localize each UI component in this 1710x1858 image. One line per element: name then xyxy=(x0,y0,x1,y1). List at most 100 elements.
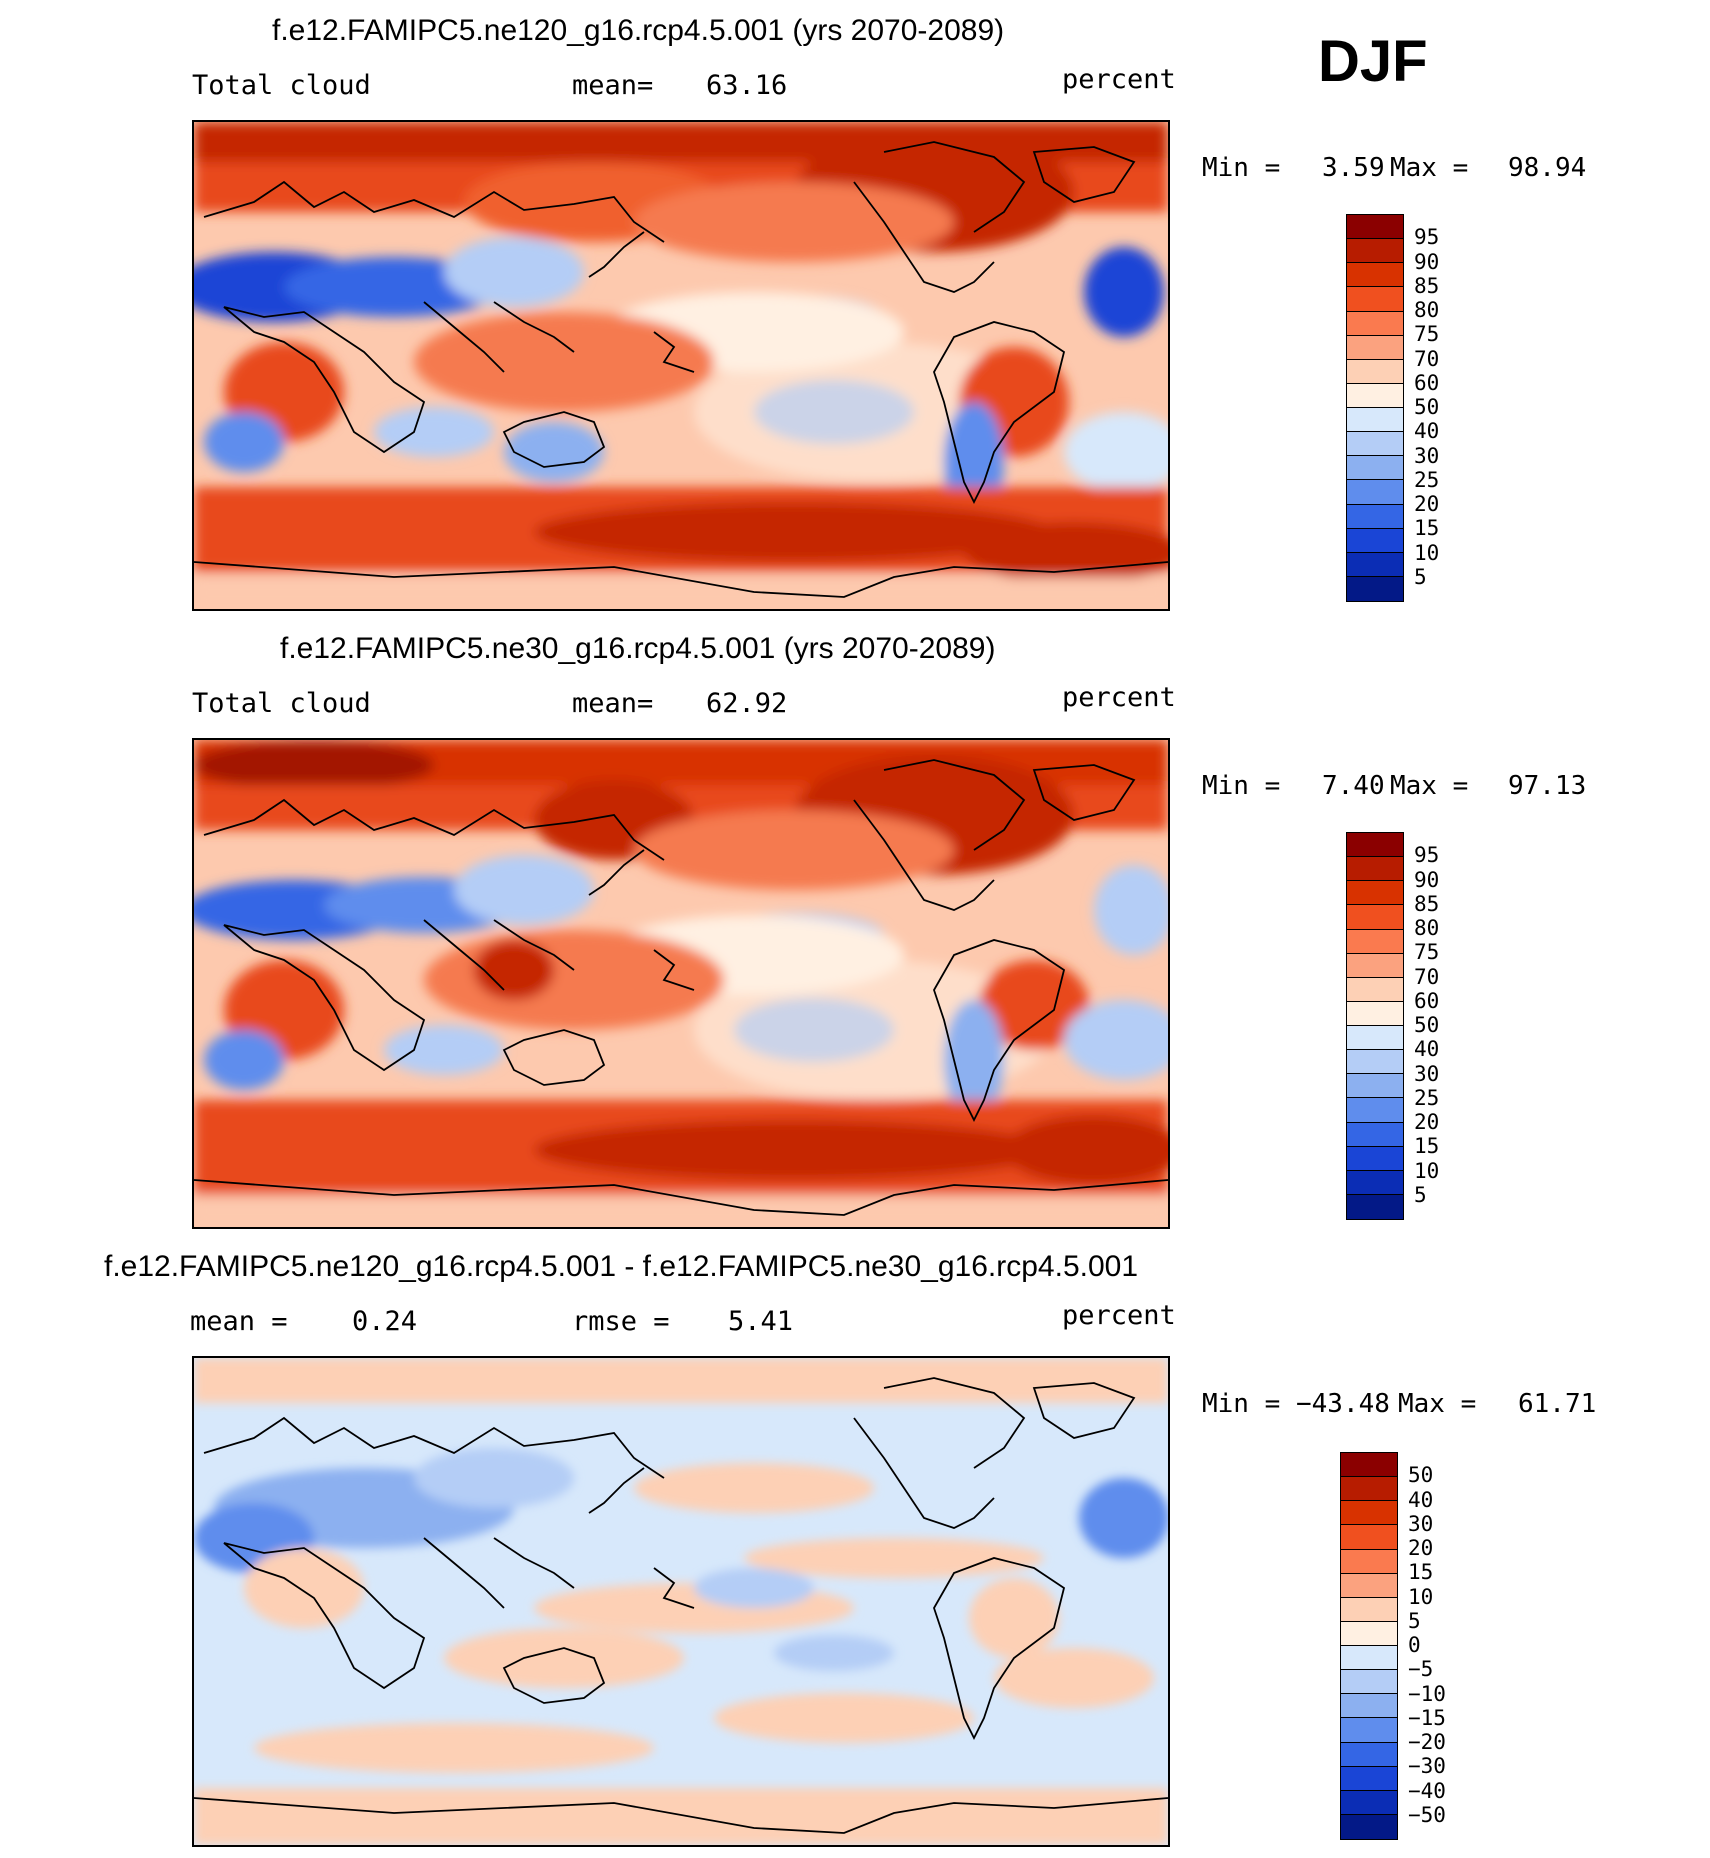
colorbar-level-label: 50 xyxy=(1414,1013,1440,1037)
panel1-colorbar-labels: 95 90 85 80 75 70 60 50 40 30 25 20 15 10 5 xyxy=(1414,214,1474,602)
colorbar-level-label: 70 xyxy=(1414,346,1440,371)
panel1-mean-label: mean= xyxy=(572,70,654,101)
colorbar-swatch xyxy=(1347,881,1403,906)
colorbar-swatch xyxy=(1347,1194,1403,1219)
colorbar-level-label: −30 xyxy=(1408,1754,1446,1779)
colorbar-level-label: 10 xyxy=(1414,540,1440,565)
colorbar-swatch xyxy=(1347,215,1403,240)
colorbar-swatch xyxy=(1347,432,1403,457)
panel2-variable-label: Total cloud xyxy=(192,688,371,719)
panel1-map xyxy=(192,120,1170,611)
colorbar-swatch xyxy=(1341,1597,1397,1622)
colorbar-swatch xyxy=(1341,1501,1397,1526)
colorbar-level-label: 40 xyxy=(1414,1037,1440,1062)
colorbar-swatch xyxy=(1347,287,1403,312)
colorbar-swatch xyxy=(1341,1742,1397,1767)
colorbar-level-label: 85 xyxy=(1414,891,1440,916)
colorbar-level-label: 50 xyxy=(1414,395,1440,419)
colorbar-swatch xyxy=(1347,1050,1403,1075)
colorbar-level-label: 90 xyxy=(1414,249,1440,274)
colorbar-level-label: 75 xyxy=(1414,322,1440,347)
colorbar-swatch xyxy=(1347,528,1403,553)
colorbar-level-label: −15 xyxy=(1408,1705,1446,1730)
colorbar-swatch xyxy=(1341,1814,1397,1839)
panel2-max-label: Max = xyxy=(1390,771,1469,801)
panel3-max-value: 61.71 xyxy=(1518,1389,1597,1419)
colorbar-level-label: 15 xyxy=(1414,1134,1440,1159)
colorbar-level-label: 5 xyxy=(1414,1182,1427,1207)
colorbar-level-label: −5 xyxy=(1408,1657,1434,1682)
panel3-rmse-label: rmse = xyxy=(572,1306,670,1337)
season-label: DJF xyxy=(1318,29,1428,94)
panel2-map-svg xyxy=(194,740,1168,1227)
colorbar-swatch xyxy=(1341,1790,1397,1815)
colorbar-level-label: −40 xyxy=(1408,1778,1446,1803)
colorbar-swatch xyxy=(1347,929,1403,954)
colorbar-swatch xyxy=(1341,1525,1397,1550)
colorbar-swatch xyxy=(1341,1621,1397,1646)
colorbar-level-label: 30 xyxy=(1414,1061,1440,1086)
colorbar-swatch xyxy=(1347,239,1403,264)
colorbar-level-label: 5 xyxy=(1414,564,1427,589)
colorbar-level-label: 20 xyxy=(1414,492,1440,516)
colorbar-swatch xyxy=(1347,1001,1403,1026)
colorbar-level-label: 60 xyxy=(1414,370,1440,395)
panel3-colorbar-labels: 50 40 30 20 15 10 5 0 −5 −10 −15 −20 −30 −40 −50 xyxy=(1408,1452,1478,1840)
colorbar-level-label: 40 xyxy=(1408,1487,1434,1512)
colorbar-swatch xyxy=(1341,1573,1397,1598)
panel1-mean-value: 63.16 xyxy=(706,70,788,101)
colorbar-level-label: 30 xyxy=(1414,443,1440,468)
colorbar-level-label: 15 xyxy=(1414,516,1440,541)
colorbar-level-label: 10 xyxy=(1414,1158,1440,1183)
colorbar-swatch xyxy=(1347,576,1403,601)
panel2-colorbar-labels: 95 90 85 80 75 70 60 50 40 30 25 20 15 10 5 xyxy=(1414,832,1474,1220)
panel1-min-label: Min = xyxy=(1202,153,1281,183)
panel2-mean-value: 62.92 xyxy=(706,688,788,719)
colorbar-swatch xyxy=(1347,905,1403,930)
colorbar-level-label: 95 xyxy=(1414,225,1440,250)
panel3-map-svg xyxy=(194,1358,1168,1845)
colorbar-level-label: 30 xyxy=(1408,1511,1434,1536)
colorbar-swatch xyxy=(1347,1170,1403,1195)
colorbar-level-label: 40 xyxy=(1414,419,1440,444)
panel3-map xyxy=(192,1356,1170,1847)
colorbar-swatch xyxy=(1347,1098,1403,1123)
panel1-units: percent xyxy=(1062,64,1176,95)
colorbar-level-label: 75 xyxy=(1414,940,1440,965)
colorbar-swatch xyxy=(1341,1453,1397,1478)
colorbar-level-label: 25 xyxy=(1414,1085,1440,1110)
colorbar-swatch xyxy=(1347,480,1403,505)
colorbar-swatch xyxy=(1347,1122,1403,1147)
panel1-min-value: 3.59 xyxy=(1322,153,1385,183)
colorbar-level-label: −20 xyxy=(1408,1730,1446,1754)
colorbar-swatch xyxy=(1347,977,1403,1002)
panel2-mean-label: mean= xyxy=(572,688,654,719)
panel2-units: percent xyxy=(1062,682,1176,713)
panel2-min-value: 7.40 xyxy=(1322,771,1385,801)
colorbar-swatch xyxy=(1341,1694,1397,1719)
panel3-min-label: Min = xyxy=(1202,1389,1281,1419)
colorbar-swatch xyxy=(1347,504,1403,529)
panel3-max-label: Max = xyxy=(1398,1389,1477,1419)
colorbar-swatch xyxy=(1347,552,1403,577)
colorbar-level-label: 80 xyxy=(1414,298,1440,322)
panel1-variable-label: Total cloud xyxy=(192,70,371,101)
panel3-title: f.e12.FAMIPC5.ne120_g16.rcp4.5.001 - f.e… xyxy=(104,1250,1139,1283)
colorbar-swatch xyxy=(1347,857,1403,882)
panel2-title: f.e12.FAMIPC5.ne30_g16.rcp4.5.001 (yrs 2… xyxy=(280,632,996,665)
colorbar-swatch xyxy=(1341,1646,1397,1671)
colorbar-level-label: −50 xyxy=(1408,1802,1446,1827)
colorbar-level-label: 20 xyxy=(1408,1536,1434,1560)
panel3-min-value: −43.48 xyxy=(1296,1389,1390,1419)
colorbar-swatch xyxy=(1341,1549,1397,1574)
colorbar-level-label: 10 xyxy=(1408,1584,1434,1609)
colorbar-level-label: 25 xyxy=(1414,467,1440,492)
colorbar-swatch xyxy=(1341,1670,1397,1695)
colorbar-swatch xyxy=(1341,1718,1397,1743)
panel3-mean-label: mean = xyxy=(190,1306,288,1337)
colorbar-swatch xyxy=(1347,1074,1403,1099)
colorbar-swatch xyxy=(1347,359,1403,384)
colorbar-swatch xyxy=(1347,335,1403,360)
colorbar-swatch xyxy=(1347,833,1403,858)
colorbar-swatch xyxy=(1341,1766,1397,1791)
